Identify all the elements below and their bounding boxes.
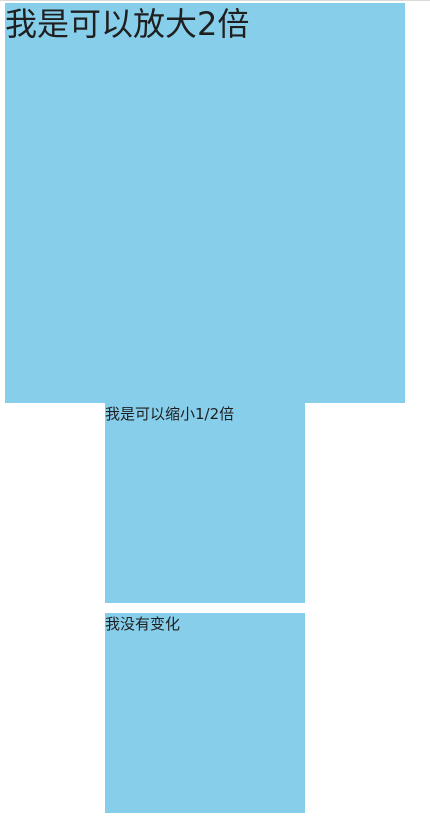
unchanged-box: 我没有变化: [105, 613, 305, 813]
scale-up-box-label: 我是可以放大2倍: [5, 5, 250, 43]
scale-up-box: 我是可以放大2倍: [5, 3, 405, 403]
scale-down-box: 我是可以缩小1/2倍: [105, 403, 305, 603]
scale-down-box-label: 我是可以缩小1/2倍: [105, 405, 235, 423]
top-divider: [0, 0, 430, 1]
unchanged-box-label: 我没有变化: [105, 615, 181, 633]
